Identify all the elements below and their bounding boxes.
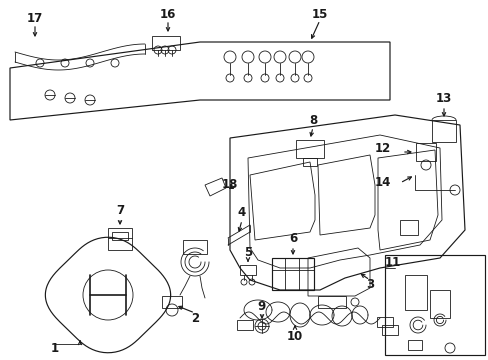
Bar [317, 296, 346, 308]
Text: 3: 3 [365, 279, 373, 292]
Text: 17: 17 [27, 12, 43, 24]
Bar [152, 36, 180, 50]
Text: 2: 2 [190, 311, 199, 324]
Bar [429, 290, 449, 318]
Text: 12: 12 [374, 141, 390, 154]
Bar [162, 296, 182, 308]
Text: 8: 8 [308, 113, 317, 126]
Text: 13: 13 [435, 91, 451, 104]
Bar [108, 228, 132, 250]
Text: 15: 15 [311, 8, 327, 21]
Bar [407, 340, 421, 350]
Bar [271, 258, 313, 290]
Text: 16: 16 [160, 8, 176, 21]
Bar [295, 140, 324, 158]
Bar [384, 255, 484, 355]
Bar [404, 275, 426, 310]
Text: 5: 5 [244, 246, 252, 258]
Bar [240, 265, 256, 275]
Text: 4: 4 [237, 207, 245, 220]
Text: 14: 14 [374, 176, 390, 189]
Bar [415, 143, 435, 161]
Bar [399, 220, 417, 235]
Bar [303, 158, 316, 166]
Text: 18: 18 [222, 179, 238, 192]
Text: 10: 10 [286, 329, 303, 342]
Text: 11: 11 [384, 256, 401, 269]
Text: 1: 1 [51, 342, 59, 355]
Bar [376, 317, 392, 327]
Text: 9: 9 [257, 300, 265, 312]
Bar [183, 240, 206, 254]
Text: 6: 6 [288, 231, 297, 244]
Bar [381, 325, 397, 335]
Bar [431, 120, 455, 142]
Bar [237, 320, 252, 330]
Bar [112, 232, 128, 240]
Text: 7: 7 [116, 203, 124, 216]
